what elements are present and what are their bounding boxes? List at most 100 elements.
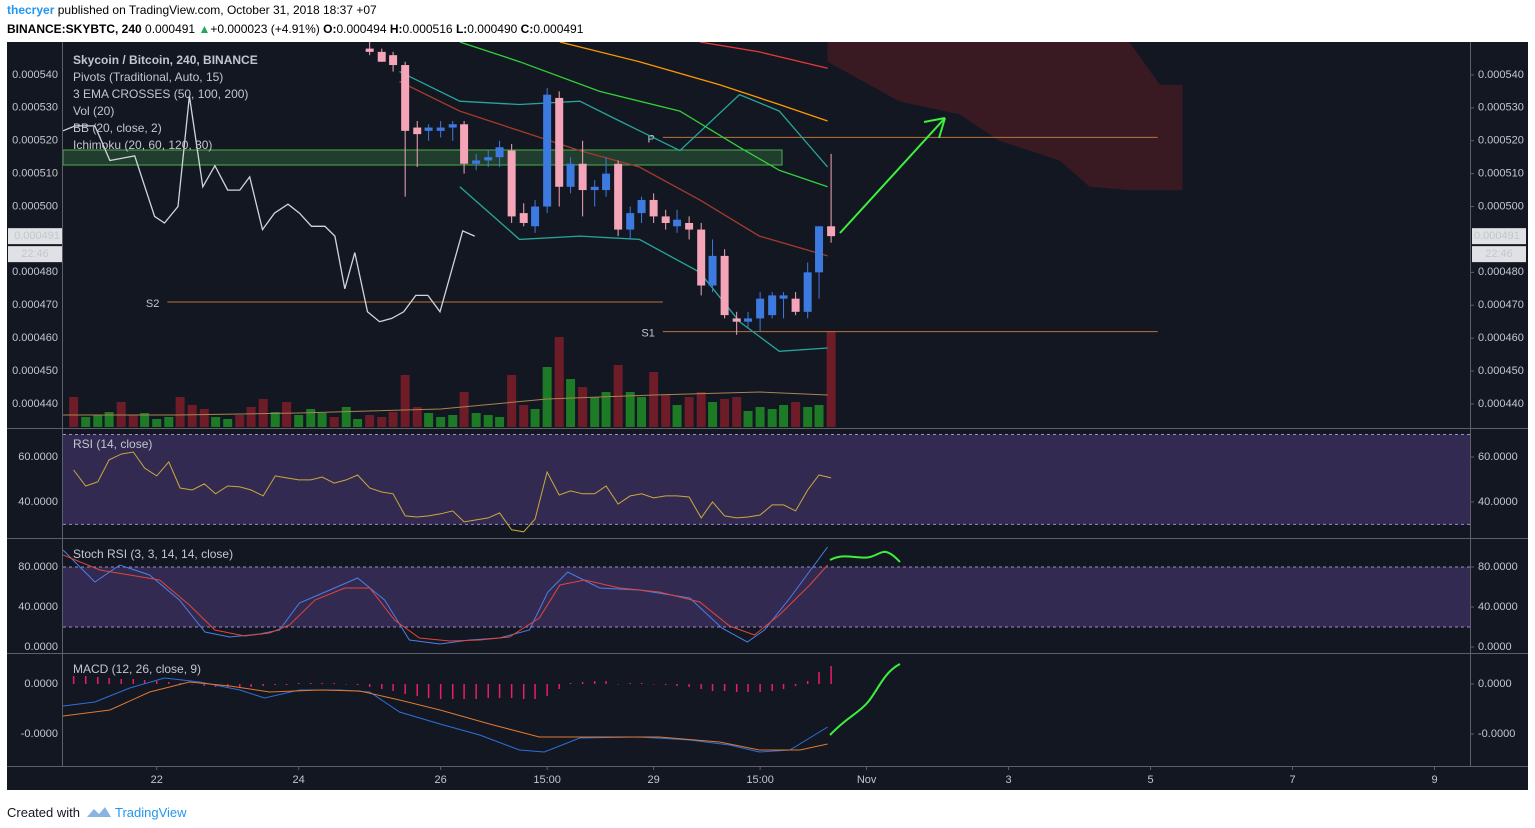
y-tick-label: 0.000470 [1478,299,1524,311]
overlay-line [399,80,828,257]
candle-body [484,157,493,161]
candle-body [531,206,540,227]
x-tick-label: 29 [648,774,660,786]
publish-line: thecryer published on TradingView.com, O… [7,3,377,17]
histogram-bar [569,683,572,684]
legend-item: Ichimoku (20, 60, 120, 30) [73,138,212,152]
volume-bar [578,387,588,427]
volume-bar [199,409,209,427]
volume-bar [459,392,469,427]
candle-body [779,295,788,299]
y-tick-label: 0.000480 [1478,266,1524,278]
y-tick-label: 80.0000 [18,561,58,573]
histogram-bar [155,681,158,684]
y-tick-label: 0.0000 [1478,678,1512,690]
histogram-bar [806,681,809,684]
candle-body [590,186,599,191]
histogram-bar [72,676,75,684]
histogram-bar [522,684,525,699]
candle-body [436,127,445,131]
volume-bar [826,331,836,427]
x-tick-label: 15:00 [533,774,561,786]
histogram-bar [203,684,206,686]
volume-bar [270,412,280,427]
x-tick-label: Nov [857,774,877,786]
countdown-label: 22:46 [1485,248,1513,260]
candle-body [697,229,706,286]
histogram-bar [345,684,347,685]
volume-bar [282,402,292,427]
candle-body [365,48,374,52]
x-tick-label: 3 [1006,774,1012,786]
candle-body [732,318,741,322]
histogram-bar [581,682,584,684]
price-tag [1472,228,1526,245]
y-tick-label: 0.000510 [12,168,58,180]
volume-bar [377,417,387,427]
rsi-pane [63,433,1470,533]
c-label: C: [520,22,534,36]
overlay-line [559,42,828,122]
brand[interactable]: TradingView [115,805,187,820]
candle-body [424,127,433,131]
change-arrow: ▲ [198,22,211,36]
candle-body [555,97,564,187]
volume-bar [814,405,824,427]
y-tick-label: -0.0000 [1478,728,1515,740]
histogram-bar [664,684,667,685]
logo [86,807,111,817]
volume-bar [400,375,410,427]
volume-bar [104,412,114,427]
y-tick-label: 40.0000 [1478,496,1518,508]
histogram-bar [771,684,773,691]
y-tick-label: 0.000540 [1478,69,1524,81]
y-tick-label: 0.000480 [12,266,58,278]
volume-bar [365,415,375,427]
histogram-bar [120,679,122,684]
volume-bar [140,413,150,427]
volume-bar [424,413,434,427]
volume-bar [211,417,221,427]
volume-ma-line [63,391,828,416]
volume-bar [235,415,245,427]
histogram-bar [640,683,643,684]
l-label: L: [455,22,468,36]
volume-bar [495,417,505,427]
volume-bar [519,405,529,427]
histogram-bar [534,684,536,699]
volume-bar [93,415,103,427]
y-tick-label: 0.000440 [12,398,58,410]
volume-bar [448,415,458,427]
candle-body [685,222,694,230]
y-tick-label: 0.000450 [1478,365,1524,377]
histogram-bar [487,684,489,698]
histogram-bar [368,684,371,687]
symbol-line: BINANCE:SKYBTC, 240 0.000491 ▲+0.000023 … [7,22,583,36]
author[interactable]: thecryer [7,3,55,17]
volume-bar [412,407,422,427]
candle-body [507,150,516,217]
last: 0.000491 [145,22,196,36]
histogram-bar [321,683,323,684]
histogram-bar [747,684,749,692]
footer: Created with TradingView [7,803,187,820]
histogram-bar [380,684,383,689]
x-tick-label: 5 [1147,774,1153,786]
overlay-line [699,42,828,69]
candle-body [413,127,422,135]
pane-title: RSI (14, close) [73,437,152,451]
band-fill [63,567,1470,627]
macd-pane [63,666,832,753]
histogram-bar [84,676,87,684]
arrow-drawing [839,117,946,234]
histogram-bar [250,684,252,687]
drawings [829,117,946,736]
y-tick-label: 0.000460 [1478,332,1524,344]
histogram-bar [700,684,702,689]
pane-title: MACD (12, 26, close, 9) [73,662,201,676]
candle-body [768,295,777,316]
histogram-bar [629,683,631,684]
volume-bar [732,397,742,427]
y-tick-label: 0.0000 [24,641,58,653]
price-tag-label: 0.000491 [1474,230,1520,242]
